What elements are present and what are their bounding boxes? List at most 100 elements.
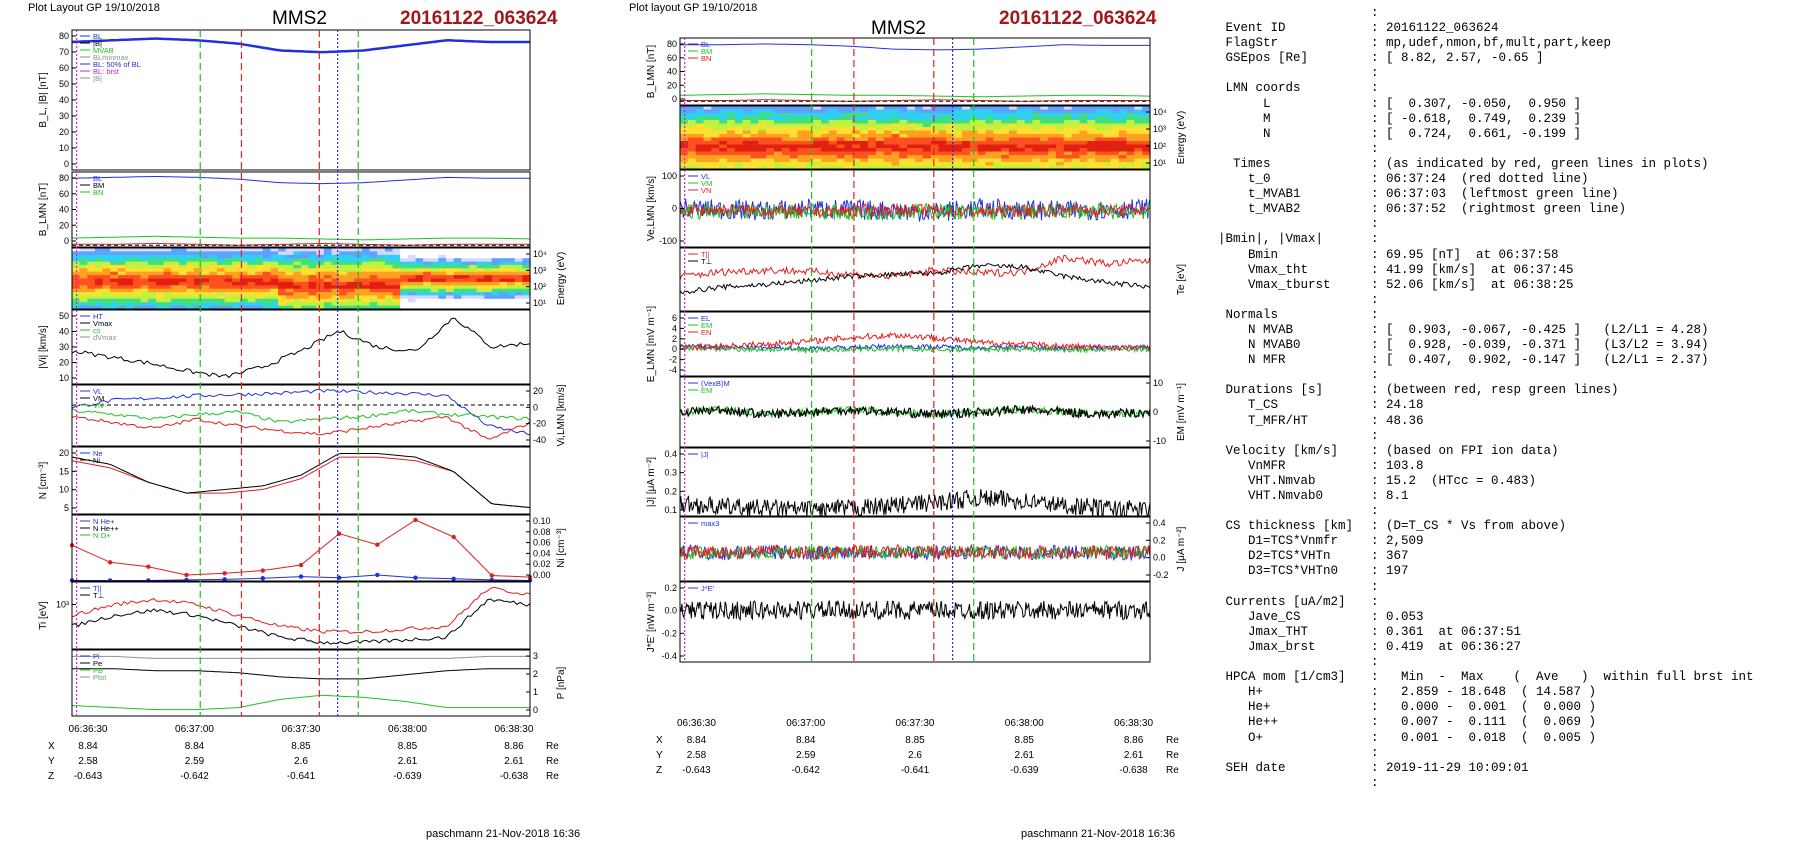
spectrogram-cell xyxy=(1056,134,1065,139)
spectrogram-cell xyxy=(438,285,447,290)
spectrogram-cell xyxy=(79,248,88,252)
spectrogram-cell xyxy=(1087,116,1096,121)
spectrogram-cell xyxy=(1024,141,1034,146)
spectrogram-cell xyxy=(163,278,172,283)
spectrogram-cell xyxy=(977,113,987,118)
spectrogram-cell xyxy=(446,278,455,283)
spectrogram-cell xyxy=(316,258,325,263)
spectrogram-cell xyxy=(323,281,333,286)
spectrogram-cell xyxy=(125,264,134,269)
y-tick-label: 20 xyxy=(59,448,69,458)
spectrogram-cell xyxy=(468,261,478,266)
spectrogram-cell xyxy=(922,116,932,121)
spectrogram-cell xyxy=(461,292,470,297)
spectrogram-cell xyxy=(392,281,401,286)
spectrogram-cell xyxy=(484,258,493,263)
spectrogram-cell xyxy=(247,254,256,259)
spectrogram-cell xyxy=(734,130,744,135)
spectrogram-cell xyxy=(507,248,516,252)
spectrogram-cell xyxy=(860,109,869,114)
spectrogram-cell xyxy=(514,298,523,303)
spectrogram-cell xyxy=(453,248,462,252)
spectrogram-cell xyxy=(1048,113,1057,118)
spectrogram-cell xyxy=(461,302,470,307)
spectrogram-cell xyxy=(171,292,180,297)
info-key: VnMFR xyxy=(1218,458,1286,473)
spectrogram-cell xyxy=(813,127,822,132)
data-point xyxy=(298,562,304,568)
spectrogram-cell xyxy=(438,305,447,310)
spectrogram-cell xyxy=(930,127,940,132)
legend-entry: HT xyxy=(93,312,103,321)
spectrogram-cell xyxy=(217,268,226,273)
spectrogram-cell xyxy=(362,295,371,300)
spectrogram-cell xyxy=(491,302,500,307)
spectrogram-cell xyxy=(1001,144,1010,149)
spectrogram-cell xyxy=(239,275,249,280)
spectrogram-cell xyxy=(899,165,908,170)
spectrogram-cell xyxy=(1024,158,1034,163)
y-axis-label: Ni [cm⁻³] xyxy=(556,528,567,568)
spectrogram-cell xyxy=(828,134,838,139)
spectrogram-cell xyxy=(369,278,378,283)
spectrogram-cell xyxy=(805,109,814,114)
data-point xyxy=(260,576,266,581)
spectrogram-cell xyxy=(985,123,994,128)
spectrogram-cell xyxy=(860,134,869,139)
y-tick-label: 0 xyxy=(1153,407,1158,417)
spectrogram-cell xyxy=(438,288,447,293)
spectrogram-cell xyxy=(1016,130,1026,135)
info-key: Bmin xyxy=(1218,247,1279,262)
spectrogram-cell xyxy=(1016,158,1026,163)
spectrogram-cell xyxy=(1118,148,1128,153)
spectrogram-cell xyxy=(922,162,932,167)
spectrogram-cell xyxy=(308,254,317,259)
spectrogram-cell xyxy=(499,258,508,263)
spectrogram-cell xyxy=(522,281,531,286)
spectrogram-cell xyxy=(915,148,924,153)
spectrogram-cell xyxy=(695,144,705,149)
spectrogram-cell xyxy=(423,285,432,290)
spectrogram-cell xyxy=(102,302,111,307)
spectrogram-cell xyxy=(977,162,987,167)
spectrogram-cell xyxy=(140,295,149,300)
spectrogram-cell xyxy=(392,288,401,293)
spectrogram-cell xyxy=(1001,113,1010,118)
spectrogram-cell xyxy=(178,295,188,300)
spectrogram-cell xyxy=(339,305,348,310)
spectrogram-cell xyxy=(1126,162,1135,167)
spectrogram-cell xyxy=(247,268,256,273)
spectrogram-cell xyxy=(734,123,744,128)
spectrogram-cell xyxy=(977,134,987,139)
spectrogram-cell xyxy=(1142,113,1151,118)
info-key: O+ xyxy=(1218,730,1264,745)
spectrogram-cell xyxy=(308,258,317,263)
spectrogram-cell xyxy=(201,275,210,280)
spectrogram-cell xyxy=(868,158,877,163)
spectrogram-cell xyxy=(438,251,447,256)
spectrogram-cell xyxy=(255,248,264,252)
spectrogram-cell xyxy=(687,113,697,118)
spectrogram-cell xyxy=(985,116,994,121)
spectrogram-cell xyxy=(79,264,88,269)
spectrogram-cell xyxy=(985,109,994,114)
spectrogram-cell xyxy=(102,258,111,263)
x-tick-label: 06:37:00 xyxy=(175,724,214,735)
spectrogram-cell xyxy=(1087,165,1096,170)
spectrogram-cell xyxy=(407,278,417,283)
info-key: Vmax_tburst xyxy=(1218,277,1331,292)
spectrogram-cell xyxy=(703,123,712,128)
spectrogram-cell xyxy=(247,258,256,263)
spectrogram-cell xyxy=(758,120,767,125)
spectrogram-cell xyxy=(1063,141,1073,146)
spectrogram-cell xyxy=(209,278,218,283)
spectrogram-cell xyxy=(270,258,279,263)
spectrogram-cell xyxy=(163,261,172,266)
spectrogram-cell xyxy=(946,137,955,142)
legend-entry: BL xyxy=(701,40,710,49)
spectrogram-cell xyxy=(962,151,971,156)
spectrogram-cell xyxy=(278,251,287,256)
spectrogram-cell xyxy=(1001,120,1010,125)
spectrogram-cell xyxy=(446,258,455,263)
spectrogram-cell xyxy=(758,134,767,139)
